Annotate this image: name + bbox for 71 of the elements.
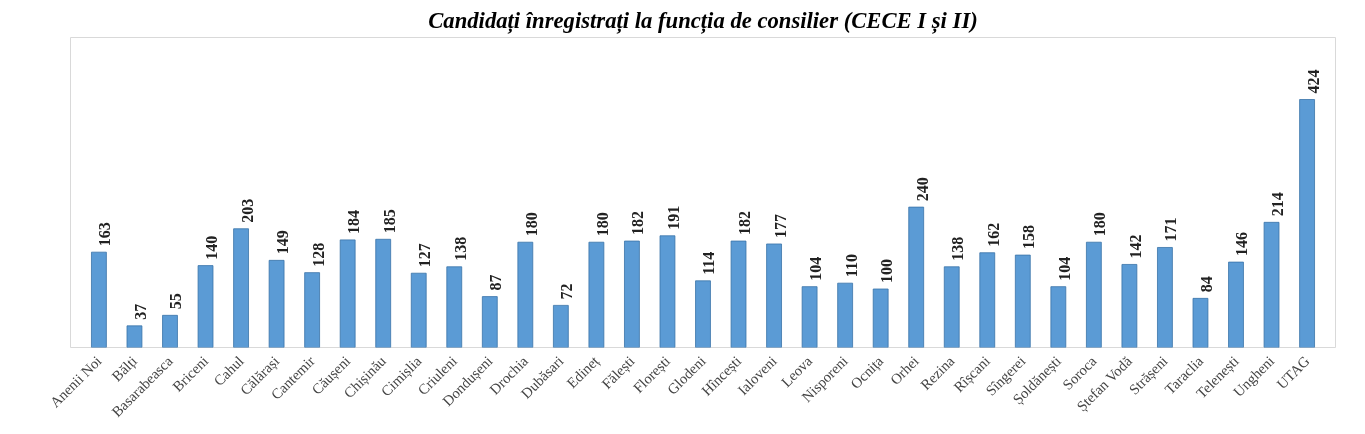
data-label: 158: [1020, 225, 1038, 250]
data-label: 162: [984, 222, 1002, 247]
bar: [375, 238, 392, 348]
bar: [1228, 261, 1244, 348]
data-label: 182: [629, 211, 647, 236]
bar: [233, 228, 249, 348]
data-label: 140: [203, 235, 221, 260]
bar: [1157, 247, 1173, 348]
data-label: 37: [131, 303, 149, 320]
data-label: 180: [522, 212, 540, 237]
data-label: 185: [380, 209, 398, 234]
data-label: 184: [345, 209, 363, 234]
data-label: 177: [771, 213, 789, 238]
bar: [91, 251, 107, 348]
bar: [517, 241, 534, 348]
bar: [872, 288, 889, 348]
bar: [908, 206, 925, 348]
bar: [730, 240, 747, 348]
bar: [1086, 241, 1102, 348]
data-label: 84: [1197, 276, 1215, 293]
data-label: 55: [167, 293, 185, 310]
bar: [943, 266, 960, 348]
data-label: 146: [1233, 232, 1251, 257]
bar: [126, 325, 143, 348]
bar: [1014, 254, 1031, 348]
bar: [766, 243, 782, 348]
data-label: 142: [1126, 234, 1144, 259]
bar: [1050, 286, 1067, 348]
data-label: 104: [1055, 256, 1073, 281]
data-label: 182: [736, 211, 754, 236]
data-label: 163: [96, 222, 114, 247]
data-label: 138: [949, 236, 967, 261]
bar: [1121, 264, 1138, 348]
bar: [588, 241, 605, 348]
data-label: 138: [451, 236, 469, 261]
data-label: 191: [664, 205, 682, 230]
data-label: 72: [558, 283, 576, 300]
data-label: 149: [274, 230, 292, 255]
bar: [1263, 221, 1280, 348]
bar: [801, 286, 818, 348]
data-label: 171: [1162, 217, 1180, 242]
data-label: 127: [416, 243, 434, 268]
bar: [268, 259, 285, 348]
data-label: 180: [1091, 212, 1109, 237]
bar: [481, 296, 498, 348]
data-label: 240: [913, 177, 931, 202]
data-label: 100: [878, 259, 896, 284]
data-label: 114: [700, 251, 718, 275]
bar: [1192, 297, 1209, 348]
bar: [1299, 99, 1315, 348]
data-label: 104: [807, 256, 825, 281]
data-label: 203: [238, 198, 256, 223]
data-label: 110: [842, 254, 860, 278]
bar: [624, 240, 640, 348]
bar: [446, 266, 463, 348]
chart-title: Candidați înregistrați la funcția de consilier (CECE I și II): [428, 7, 978, 34]
bar: [162, 314, 178, 348]
data-label: 128: [309, 242, 327, 267]
bar: [979, 252, 996, 348]
data-label: 180: [593, 212, 611, 237]
data-label: 87: [487, 274, 505, 291]
bar: [339, 239, 356, 348]
bar: [410, 272, 427, 348]
bar: [304, 272, 320, 348]
data-label: 214: [1269, 192, 1287, 217]
bar: [659, 235, 676, 348]
bar: [197, 265, 214, 348]
bar: [695, 280, 711, 348]
bar: [553, 304, 569, 348]
data-label: 424: [1304, 69, 1322, 94]
bar: [837, 282, 853, 348]
